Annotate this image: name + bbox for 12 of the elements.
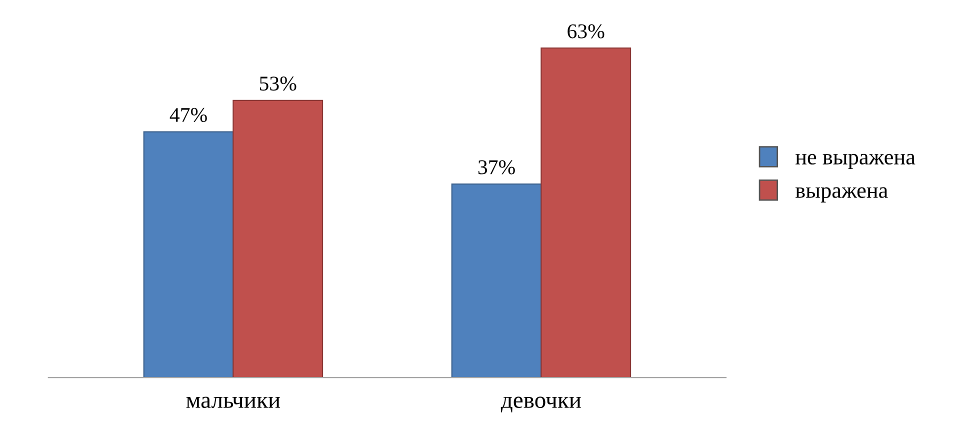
data-label: 47% (170, 108, 207, 122)
data-label: 53% (260, 76, 296, 91)
data-label: 63% (568, 24, 604, 38)
x-tick-label: мальчики (186, 396, 280, 408)
legend-label: выражена (796, 187, 888, 202)
data-label: 37% (478, 160, 515, 174)
bar (232, 100, 324, 378)
bar (143, 131, 234, 378)
x-tick-label: девочки (500, 396, 581, 412)
legend-label: не выражена (796, 154, 916, 170)
bar (451, 184, 542, 378)
bar (540, 48, 632, 378)
